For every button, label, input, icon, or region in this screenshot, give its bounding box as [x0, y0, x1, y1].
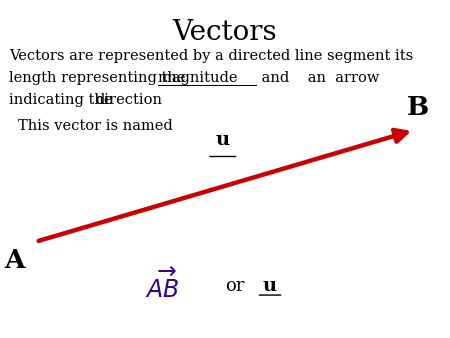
Text: magnitude: magnitude — [158, 71, 243, 85]
Text: indicating the: indicating the — [9, 93, 117, 107]
Text: This vector is named: This vector is named — [18, 119, 173, 133]
FancyArrowPatch shape — [39, 130, 406, 241]
Text: or: or — [225, 276, 244, 295]
Text: Vectors: Vectors — [173, 19, 277, 46]
Text: A: A — [4, 248, 25, 273]
Text: u: u — [216, 131, 230, 149]
Text: length representing the: length representing the — [9, 71, 190, 85]
Text: direction: direction — [95, 93, 162, 107]
Text: Vectors are represented by a directed line segment its: Vectors are represented by a directed li… — [9, 49, 413, 63]
Text: B: B — [407, 95, 429, 120]
Text: u: u — [263, 276, 277, 295]
Text: and    an  arrow: and an arrow — [257, 71, 380, 85]
Text: $\overrightarrow{AB}$: $\overrightarrow{AB}$ — [145, 268, 179, 303]
